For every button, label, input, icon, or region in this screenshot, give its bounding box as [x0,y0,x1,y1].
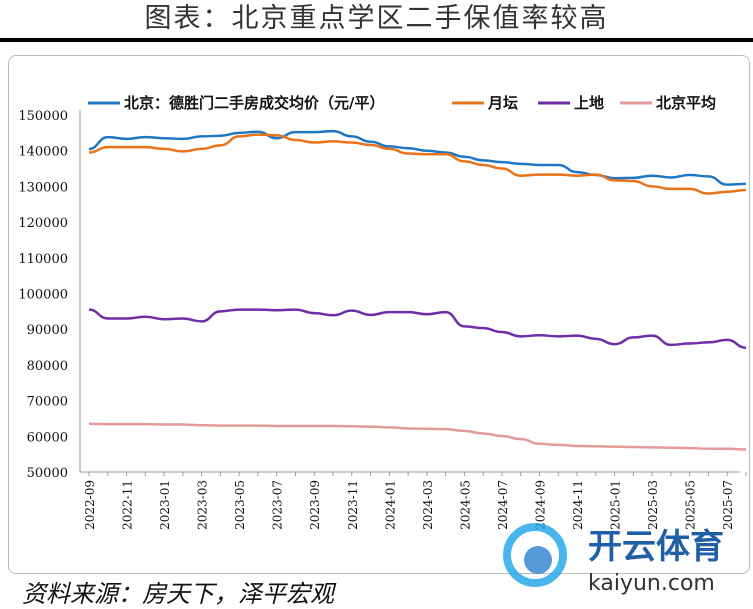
y-tick-label: 140000 [18,145,68,160]
series-line-3 [88,422,746,451]
x-tick-label: 2024-09 [533,480,547,530]
legend-label-1: 月坛 [487,94,518,112]
x-tick-label: 2023-09 [308,480,322,530]
y-tick-label: 90000 [27,323,68,338]
x-tick-label: 2025-03 [646,480,660,530]
series-line-1 [88,133,746,195]
x-tick-label: 2022-11 [121,480,135,530]
x-tick-label: 2024-03 [421,480,435,530]
y-tick-label: 80000 [27,359,68,374]
x-tick-label: 2024-05 [458,480,472,530]
x-tick-label: 2025-07 [721,480,735,530]
legend-label-3: 北京平均 [656,94,716,112]
y-tick-label: 130000 [18,180,68,195]
y-tick-label: 120000 [18,216,68,231]
x-tick-label: 2024-01 [383,480,397,530]
y-tick-label: 110000 [18,252,68,267]
series-line-2 [88,308,747,350]
x-tick-label: 2023-11 [346,480,360,530]
y-tick-label: 70000 [27,395,68,410]
x-tick-label: 2023-05 [233,480,247,530]
chart-frame [8,55,750,574]
title-rule [0,38,753,42]
watermark-text: 开云体育 [588,527,724,567]
y-tick-label: 100000 [18,288,68,303]
x-tick-label: 2024-07 [496,480,510,530]
y-tick-label: 150000 [18,109,68,124]
legend-label-2: 上地 [574,94,604,112]
y-tick-label: 50000 [27,466,68,481]
y-tick-label: 60000 [27,430,68,445]
x-tick-label: 2025-01 [609,480,623,530]
x-tick-label: 2022-09 [83,480,97,530]
x-tick-label: 2023-03 [196,480,210,530]
watermark-sub: kaiyun.com [588,571,715,596]
source-note: 资料来源：房天下，泽平宏观 [22,580,334,608]
watermark-logo: 开云体育 kaiyun.com [503,523,724,596]
chart-title: 图表：北京重点学区二手保值率较高 [144,3,609,34]
x-tick-label: 2025-05 [684,480,698,530]
series-line-0 [88,129,746,186]
x-tick-label: 2023-07 [271,480,285,530]
x-tick-label: 2023-01 [158,480,172,530]
x-tick-label: 2024-11 [571,480,585,530]
legend-label-0: 北京：德胜门二手房成交均价（元/平） [124,94,384,112]
